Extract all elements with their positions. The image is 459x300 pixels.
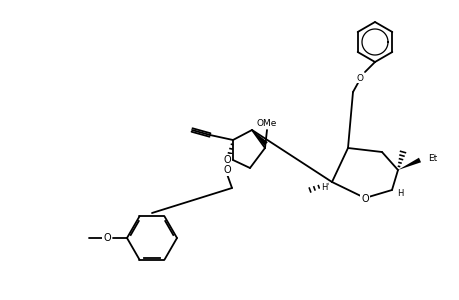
Text: H: H — [396, 190, 402, 199]
Text: OMe: OMe — [256, 118, 277, 127]
Text: Et: Et — [427, 154, 437, 163]
Text: H: H — [320, 182, 326, 191]
Text: O: O — [223, 155, 230, 165]
Text: O: O — [356, 74, 363, 82]
Text: O: O — [360, 194, 368, 204]
Polygon shape — [252, 130, 267, 146]
Polygon shape — [397, 158, 420, 170]
Text: O: O — [223, 165, 230, 175]
Text: O: O — [103, 233, 111, 243]
